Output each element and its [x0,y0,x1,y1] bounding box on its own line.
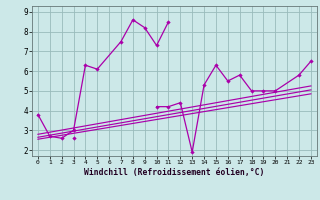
X-axis label: Windchill (Refroidissement éolien,°C): Windchill (Refroidissement éolien,°C) [84,168,265,177]
